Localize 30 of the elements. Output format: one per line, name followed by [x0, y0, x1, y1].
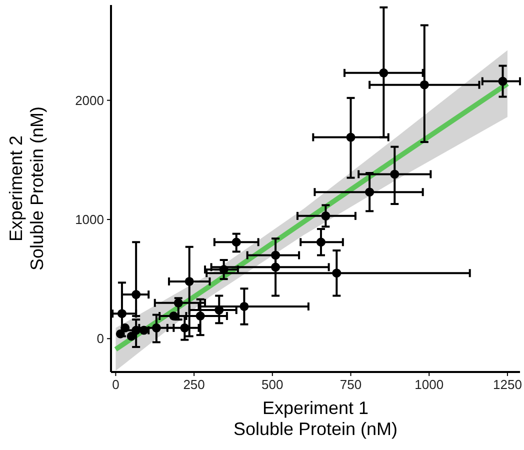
- point: [498, 76, 508, 86]
- y-tick-label: 1000: [75, 212, 104, 227]
- point: [240, 302, 249, 311]
- point: [420, 80, 429, 90]
- point: [346, 132, 356, 142]
- point: [180, 323, 190, 332]
- point: [332, 268, 342, 278]
- point: [316, 238, 326, 247]
- point: [132, 290, 141, 300]
- point: [196, 311, 205, 320]
- point: [321, 211, 330, 220]
- point: [117, 309, 126, 318]
- x-tick-label: 0: [112, 377, 120, 392]
- point: [271, 250, 280, 260]
- y-tick-label: 0: [96, 331, 104, 346]
- point: [152, 323, 161, 332]
- point: [379, 68, 388, 78]
- x-tick-label: 250: [183, 377, 205, 392]
- point: [184, 276, 194, 286]
- y-tick-label: 2000: [75, 92, 104, 108]
- x-tick-label: 750: [340, 377, 362, 392]
- point: [390, 170, 400, 179]
- point: [126, 332, 136, 341]
- x-tick-label: 1250: [493, 377, 522, 392]
- x-axis-title: Experiment 1 Soluble Protein (nM): [233, 398, 398, 439]
- point: [232, 238, 241, 247]
- x-tick-label: 1000: [414, 377, 444, 392]
- point: [365, 188, 374, 197]
- x-tick-label: 500: [262, 377, 284, 392]
- y-axis-title: Experiment 2 Soluble Protein (nM): [6, 106, 47, 271]
